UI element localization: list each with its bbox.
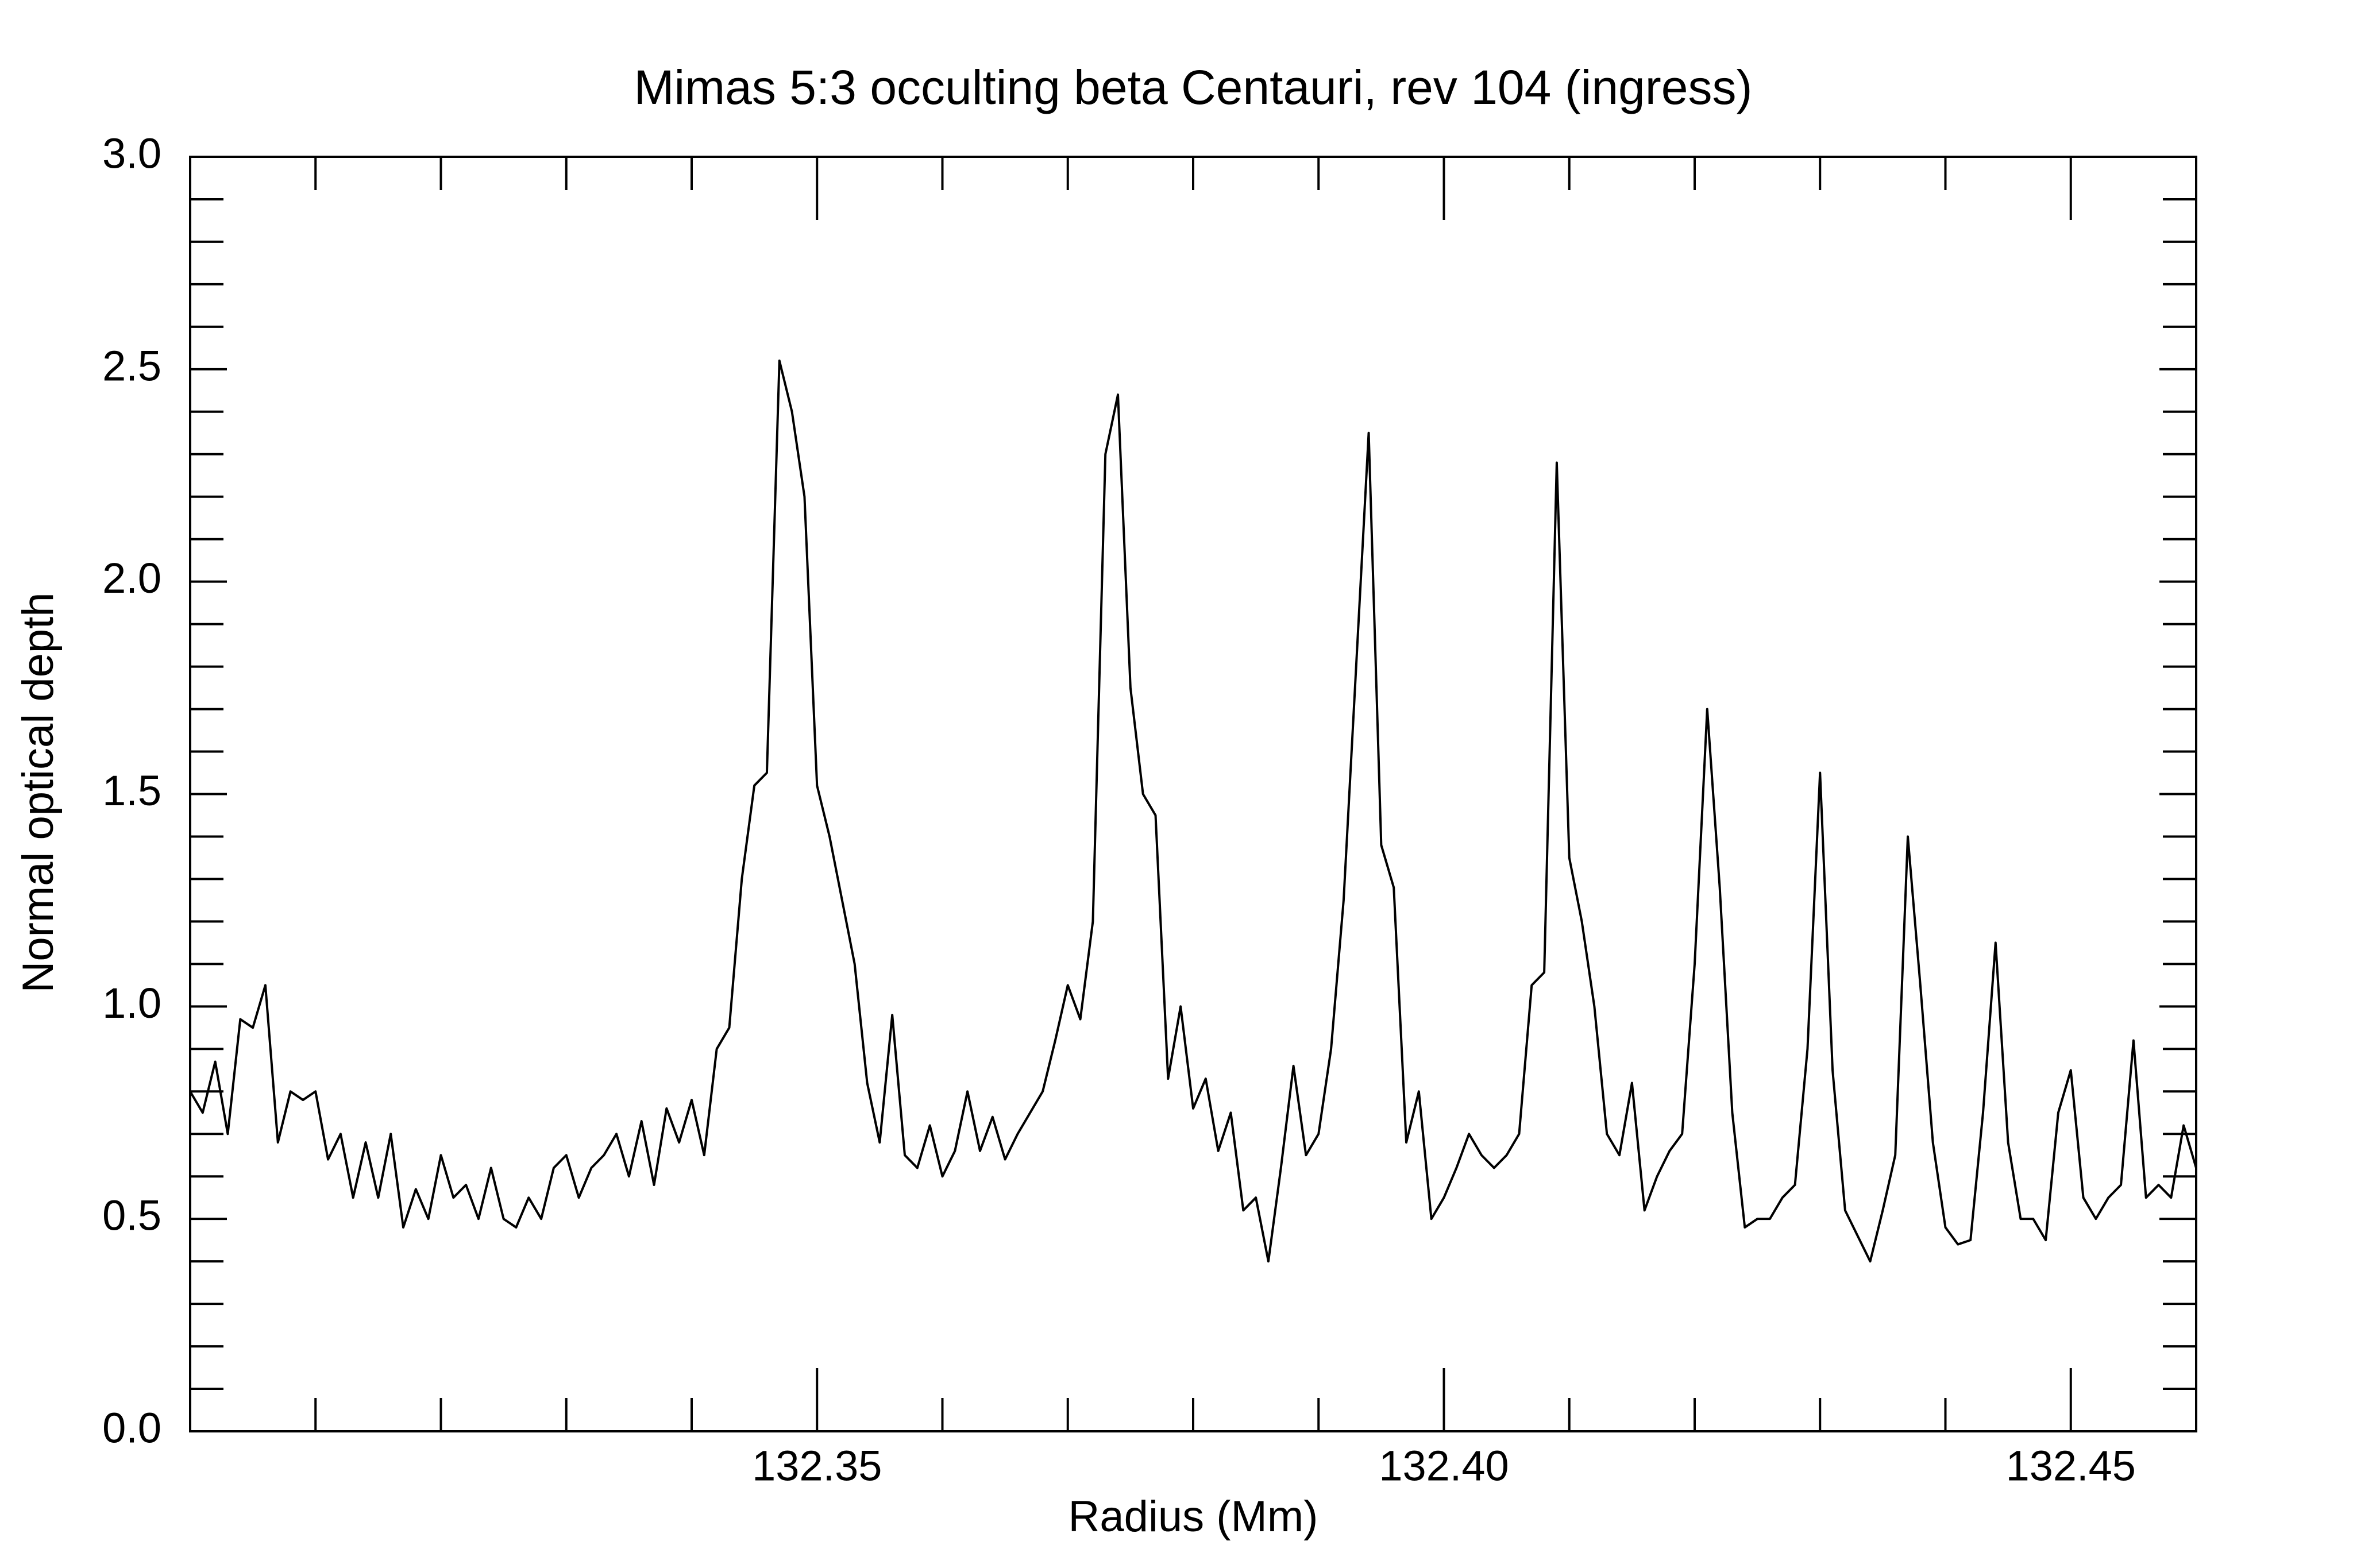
plot-frame — [189, 156, 2197, 1432]
y-tick-label: 1.0 — [102, 979, 161, 1027]
y-tick-label: 2.0 — [102, 554, 161, 602]
x-tick-label: 132.35 — [752, 1442, 882, 1490]
chart-title: Mimas 5:3 occulting beta Centauri, rev 1… — [634, 60, 1753, 114]
x-axis-label: Radius (Mm) — [1069, 1492, 1318, 1541]
data-line — [189, 360, 2197, 1263]
y-axis-label: Normal optical depth — [14, 592, 63, 992]
y-tick-label: 2.5 — [102, 342, 161, 389]
y-tick-label: 0.5 — [102, 1192, 161, 1239]
y-tick-label: 3.0 — [102, 130, 161, 177]
y-tick-label: 0.0 — [102, 1404, 161, 1452]
y-tick-label: 1.5 — [102, 767, 161, 814]
x-tick-label: 132.40 — [1379, 1442, 1509, 1490]
x-tick-label: 132.45 — [2006, 1442, 2136, 1490]
